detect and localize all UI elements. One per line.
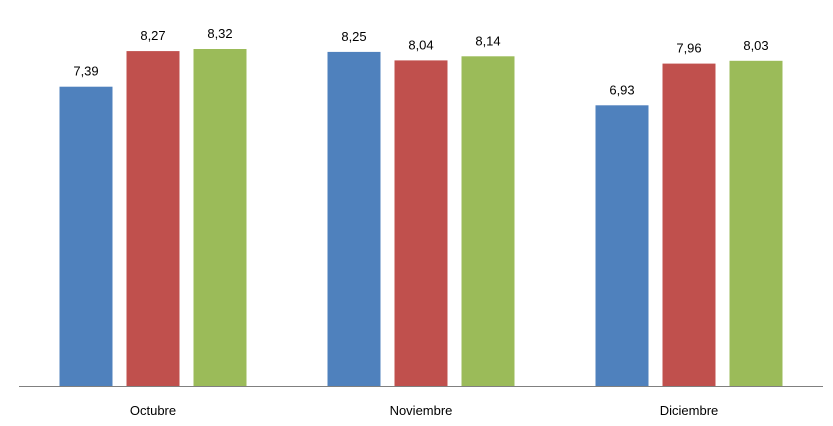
bar-noviembre-series-3: [461, 56, 515, 387]
bar-noviembre-series-2: [394, 60, 448, 387]
data-label-octubre-series-2: 8,27: [140, 28, 165, 43]
data-label-octubre-series-3: 8,32: [207, 26, 232, 41]
bar-octubre-series-3: [193, 49, 247, 386]
bar-diciembre-series-3: [729, 60, 783, 387]
category-label-noviembre: Noviembre: [390, 403, 453, 418]
bar-noviembre-series-1: [327, 51, 381, 387]
category-label-diciembre: Diciembre: [660, 403, 719, 418]
bar-diciembre-series-1: [595, 105, 649, 387]
category-label-octubre: Octubre: [130, 403, 176, 418]
bar-octubre-series-1: [59, 86, 113, 386]
data-label-noviembre-series-3: 8,14: [475, 33, 500, 48]
category-labels-group: Octubre Noviembre Diciembre: [130, 403, 718, 418]
data-label-octubre-series-1: 7,39: [73, 64, 98, 79]
bar-diciembre-series-2: [662, 63, 716, 386]
data-label-noviembre-series-1: 8,25: [341, 29, 366, 44]
bar-octubre-series-2: [126, 51, 180, 386]
data-label-diciembre-series-3: 8,03: [743, 38, 768, 53]
bars-group: [59, 49, 783, 387]
data-label-diciembre-series-1: 6,93: [609, 82, 634, 97]
data-label-diciembre-series-2: 7,96: [676, 41, 701, 56]
data-label-noviembre-series-2: 8,04: [408, 37, 433, 52]
value-labels-group: 7,39 8,27 8,32 8,25 8,04 8,14 6,93 7,96 8,03: [73, 26, 768, 97]
